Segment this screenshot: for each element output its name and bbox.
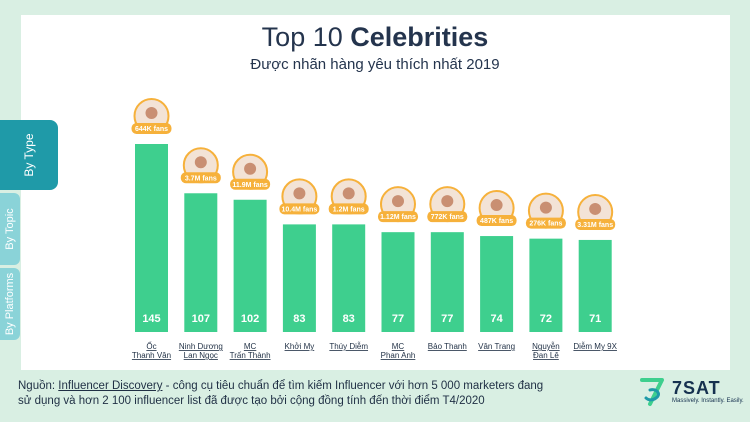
value-label-6: 77 [392, 313, 404, 325]
tab-by-type[interactable]: By Type [0, 120, 58, 190]
category-label-6-1: MC [392, 342, 405, 351]
fans-badge-3 [230, 178, 271, 190]
category-label-1-1: Ốc [146, 341, 156, 351]
category-label-8-1: Vân Trang [478, 342, 515, 351]
avatar-face-2 [194, 156, 207, 169]
avatar-face-8 [490, 199, 503, 212]
fans-badge-4 [279, 203, 320, 215]
title-bold: Celebrities [350, 22, 489, 52]
tab-by-topic[interactable]: By Topic [0, 193, 20, 265]
category-label-9-1: Nguyễn [532, 342, 560, 351]
bar-9 [529, 238, 563, 332]
category-label-3-1: MC [244, 342, 257, 351]
fans-label-2: 3.7M fans [185, 175, 217, 182]
logo-text: 7SAT [672, 378, 721, 398]
avatar-face-6 [392, 195, 404, 208]
bar-4 [282, 224, 316, 332]
avatar-face-7 [441, 195, 454, 208]
fans-badge-5 [328, 203, 369, 215]
7sat-logo-icon [640, 378, 664, 406]
bar-10 [578, 239, 612, 332]
fans-label-3: 11.9M fans [232, 182, 268, 189]
category-label-3-2: Trấn Thành [230, 351, 271, 360]
title-prefix: Top 10 [261, 22, 343, 52]
source-note: Nguồn: Influencer Discovery - công cụ ti… [18, 379, 578, 409]
value-label-4: 83 [293, 313, 305, 325]
value-label-3: 102 [241, 313, 259, 325]
logo-tagline: Massively. Instantly. Easily. [672, 398, 744, 404]
fans-badge-6 [378, 211, 418, 223]
bar-7 [430, 232, 464, 332]
fans-badge-10 [575, 218, 616, 230]
bar-1 [135, 144, 168, 332]
fans-label-1: 644K fans [135, 126, 168, 133]
fans-label-5: 1.2M fans [333, 206, 365, 213]
category-label-6-2: Phan Anh [381, 351, 416, 360]
category-label-9-2: Đan Lê [533, 351, 559, 360]
avatar-face-3 [244, 162, 257, 175]
fans-label-7: 772K fans [431, 214, 464, 221]
avatar-face-5 [342, 187, 355, 200]
bar-6 [381, 232, 415, 332]
bar-5 [332, 224, 366, 332]
fans-label-4: 10.4M fans [282, 206, 318, 213]
chart-subtitle: Được nhãn hàng yêu thích nhất 2019 [250, 56, 500, 73]
fans-label-10: 3.31M fans [577, 222, 613, 229]
value-label-2: 107 [192, 313, 210, 325]
category-label-2-1: Ninh Dương [179, 342, 223, 351]
source-line2: sử dụng và hơn 2 100 influencer list đã … [18, 395, 485, 407]
value-label-5: 83 [343, 313, 355, 325]
fans-badge-2 [180, 172, 221, 184]
category-label-4-1: Khởi My [285, 342, 315, 351]
fans-label-6: 1.12M fans [380, 214, 416, 221]
category-label-7-1: Bảo Thanh [428, 342, 467, 351]
fans-label-9: 276K fans [529, 221, 562, 228]
chart-title: Top 10 Celebrities [0, 22, 750, 52]
category-label-10-1: Diễm My 9X [573, 342, 617, 351]
fans-label-8: 487K fans [480, 218, 513, 225]
fans-badge-7 [427, 211, 468, 223]
source-prefix: Nguồn: [18, 380, 59, 392]
avatar-face-10 [589, 202, 602, 215]
avatar-face-4 [293, 187, 306, 200]
bar-8 [480, 236, 514, 332]
category-label-5-1: Thúy Diễm [329, 342, 368, 351]
fans-badge-8 [476, 215, 517, 227]
category-label-1-2: Thanh Vân [132, 351, 171, 360]
avatar-face-1 [145, 107, 158, 119]
value-label-1: 145 [142, 313, 160, 325]
avatar-face-9 [539, 201, 552, 214]
source-line1: - công cụ tiêu chuẩn để tìm kiếm Influen… [162, 380, 544, 392]
value-label-8: 74 [490, 313, 503, 325]
category-label-2-2: Lan Ngọc [184, 351, 218, 360]
tab-by-platforms[interactable]: By Platforms [0, 268, 20, 340]
value-label-10: 71 [589, 313, 601, 325]
fans-badge-9 [525, 217, 566, 229]
bar-2 [184, 193, 218, 332]
bar-3 [233, 199, 267, 332]
value-label-9: 72 [540, 313, 552, 325]
influencer-discovery-link[interactable]: Influencer Discovery [58, 380, 163, 392]
fans-badge-1 [131, 123, 172, 134]
value-label-7: 77 [441, 313, 453, 325]
